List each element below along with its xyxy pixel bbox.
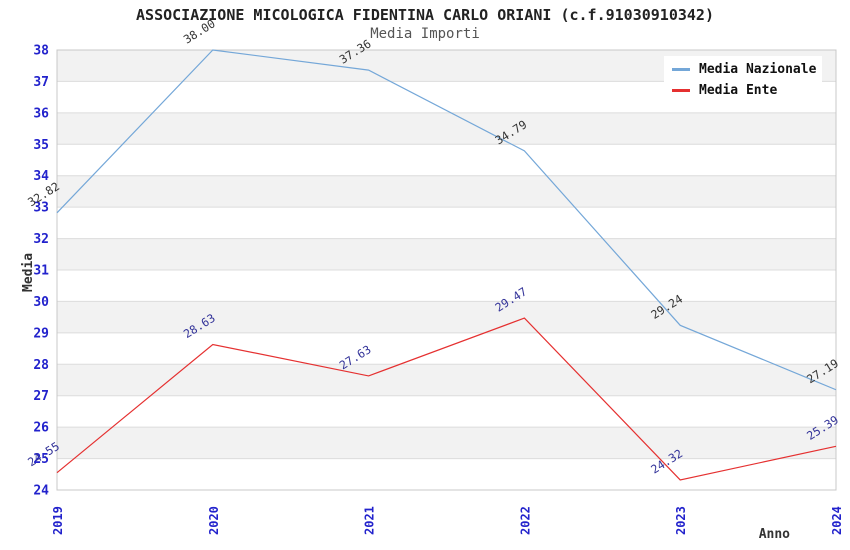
plot-band <box>57 427 836 459</box>
plot-band <box>57 458 836 490</box>
y-tick-label: 24 <box>33 484 49 499</box>
y-tick-label: 38 <box>33 44 49 59</box>
plot-band <box>57 301 836 333</box>
x-tick-label: 2020 <box>207 506 221 535</box>
y-tick-label: 29 <box>33 326 49 341</box>
series-line-media-nazionale <box>56 49 837 391</box>
plot-band <box>57 175 836 208</box>
x-tick-label: 2023 <box>674 506 688 535</box>
plot-band <box>57 144 836 176</box>
plot-band <box>57 364 836 396</box>
line-swatch-icon <box>672 89 690 92</box>
y-tick-label: 36 <box>33 106 49 121</box>
y-tick-label: 31 <box>33 264 49 279</box>
plot-band <box>57 270 836 302</box>
y-tick-label: 26 <box>33 421 49 436</box>
x-tick-label: 2019 <box>51 506 65 535</box>
y-tick-label: 27 <box>33 389 49 404</box>
legend-item-media-ente: Media Ente <box>668 80 818 101</box>
y-tick-label: 25 <box>33 452 49 467</box>
plot-band <box>57 238 836 270</box>
plot-band <box>57 395 836 428</box>
x-tick-label: 2021 <box>363 506 377 535</box>
y-tick-label: 34 <box>33 169 49 184</box>
plot-band <box>57 207 836 239</box>
chart-subtitle: Media Importi <box>370 26 480 42</box>
plot-band <box>57 112 836 145</box>
plot-border <box>56 49 837 491</box>
legend: Media Nazionale Media Ente <box>664 56 822 104</box>
legend-label: Media Ente <box>699 83 778 98</box>
y-tick-label: 28 <box>33 358 49 373</box>
y-tick-label: 33 <box>33 201 49 216</box>
x-tick-label: 2024 <box>830 506 844 535</box>
y-axis-title: Media <box>21 253 36 292</box>
legend-label: Media Nazionale <box>699 62 817 77</box>
chart-title: ASSOCIAZIONE MICOLOGICA FIDENTINA CARLO … <box>136 6 714 24</box>
y-tick-label: 30 <box>33 295 49 310</box>
line-swatch-icon <box>672 68 690 71</box>
x-tick-label: 2022 <box>518 506 532 535</box>
x-axis-title: Anno <box>759 527 790 542</box>
y-tick-label: 37 <box>33 75 49 90</box>
series-line-media-ente <box>56 317 837 481</box>
y-tick-label: 35 <box>33 138 49 153</box>
plot-band <box>57 332 836 365</box>
y-tick-label: 32 <box>33 232 49 247</box>
legend-item-media-nazionale: Media Nazionale <box>668 59 818 80</box>
